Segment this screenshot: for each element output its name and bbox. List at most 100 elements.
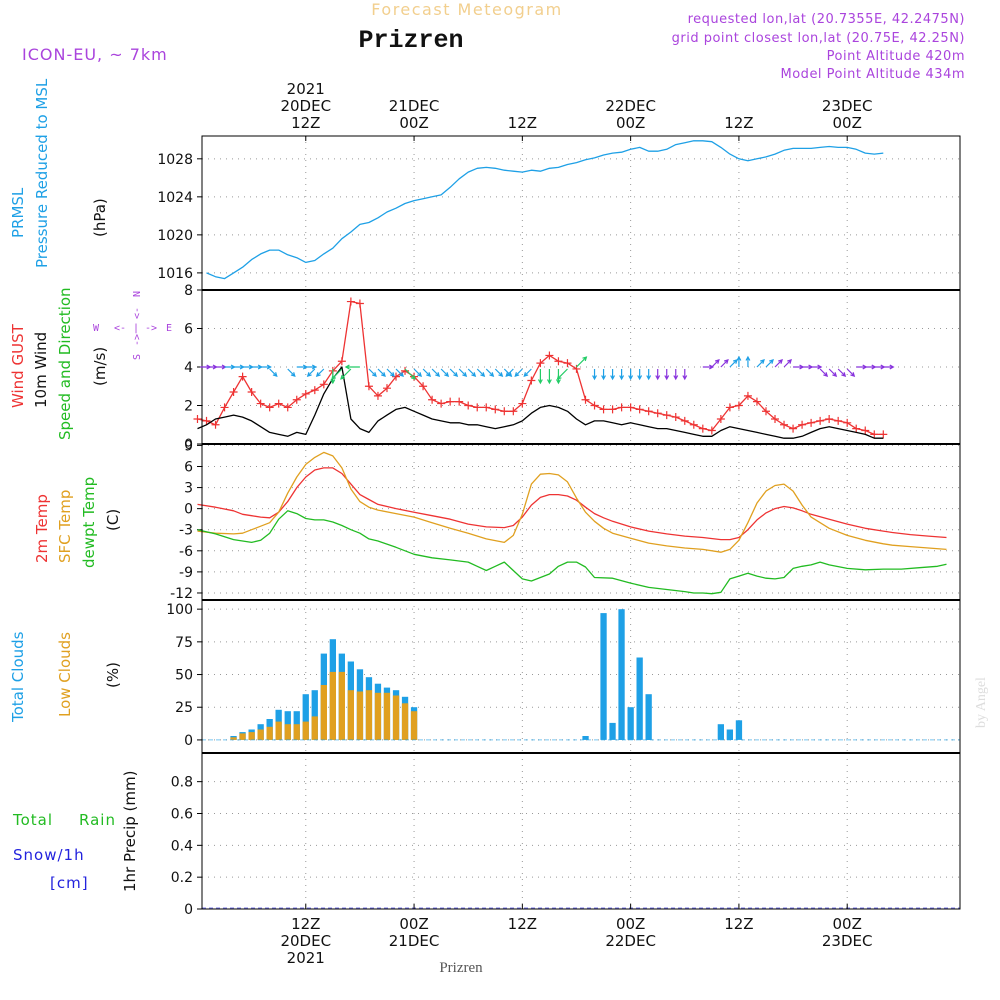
temp-panel: -12 -9 -6 -3 0 3 6 9 (170, 438, 961, 602)
wind-arrow-icon (251, 364, 263, 370)
series-line-2m-temp (197, 467, 947, 541)
clouds-label-unit: (%) (104, 662, 122, 688)
wind-arrow-icon (619, 369, 625, 381)
wind-arrow-icon (802, 364, 814, 370)
gust-marker (518, 399, 527, 408)
bar (383, 692, 391, 740)
wind-arrow-icon (368, 368, 377, 377)
top-time-label: 23DEC (822, 97, 873, 115)
super-title: Forecast Meteogram (371, 0, 562, 19)
wind-arrow-icon (260, 364, 272, 370)
wind-arrow-icon (422, 368, 432, 377)
bar (311, 716, 318, 740)
wind-arrow-icon (467, 368, 477, 377)
bar (717, 724, 724, 740)
compass-w-label: W (93, 323, 100, 334)
bar (257, 729, 264, 740)
gust-marker (834, 416, 843, 425)
panel-frame (201, 752, 961, 910)
bottom-time-label: 2021 (287, 949, 325, 967)
bar (239, 733, 246, 740)
wind-arrow-icon (215, 364, 227, 370)
compass-arrow-up-icon: <- (132, 307, 143, 319)
gust-marker (301, 389, 310, 398)
precip-label-rain: Rain (79, 811, 116, 829)
wind-label-10m: 10m Wind (32, 332, 50, 408)
pressure-label-prmsl: PRMSL (9, 187, 27, 238)
gust-marker (337, 357, 346, 366)
wind-arrow-icon (269, 368, 278, 377)
y-tick-label: 1020 (157, 228, 193, 244)
wind-arrow-icon (331, 368, 343, 380)
bar (293, 724, 300, 740)
bar (609, 722, 616, 740)
footer-location-label: Prizren (439, 960, 483, 976)
wind-arrow-icon (610, 369, 616, 381)
wind-arrow-icon (233, 364, 245, 370)
gust-marker (419, 382, 428, 391)
bottom-time-label: 00Z (833, 915, 862, 933)
temp-label-dewpt: dewpt Temp (80, 477, 98, 568)
y-tick-label: 4 (184, 360, 193, 376)
gust-marker (482, 403, 491, 412)
y-tick-label: 0 (184, 502, 193, 518)
top-time-label: 12Z (291, 114, 320, 132)
pressure-label-unit: (hPa) (91, 198, 109, 237)
gust-marker (671, 413, 680, 422)
compass-n-label: N (132, 291, 143, 297)
panel-labels: PRMSL Pressure Reduced to MSL (hPa) Wind… (9, 78, 172, 892)
wind-arrow-icon (637, 369, 643, 381)
bar (618, 609, 625, 740)
wind-arrow-icon (736, 355, 742, 367)
wind-label-speed-dir: Speed and Direction (56, 287, 74, 440)
gust-marker (752, 397, 761, 406)
wind-arrow-icon (449, 368, 459, 377)
gust-marker (473, 403, 482, 412)
gust-marker (771, 414, 780, 423)
wind-arrow-icon (846, 368, 856, 377)
y-tick-label: 6 (184, 459, 193, 475)
bar (329, 671, 336, 740)
compass-s-label: S (132, 354, 143, 360)
gust-marker (446, 397, 455, 406)
compass-center-icon: | (133, 323, 139, 334)
wind-arrow-icon (874, 364, 886, 370)
gust-marker (816, 416, 825, 425)
wind-arrow-icon (720, 359, 729, 368)
gust-marker (698, 424, 707, 433)
bar (302, 694, 309, 740)
gust-marker (626, 403, 635, 412)
gust-marker (581, 395, 590, 404)
top-time-label: 20DEC (280, 97, 331, 115)
pressure-label-name: Pressure Reduced to MSL (33, 78, 51, 268)
top-time-label: 22DEC (605, 97, 656, 115)
gust-marker (734, 401, 743, 410)
gust-marker (653, 409, 662, 418)
wind-arrow-icon (811, 364, 823, 370)
gust-marker (346, 297, 355, 306)
y-tick-label: 6 (184, 322, 193, 338)
series-line-10m-wind (197, 366, 884, 439)
gust-marker (545, 351, 554, 360)
gust-marker (437, 399, 446, 408)
gust-marker (355, 299, 364, 308)
y-tick-label: -9 (179, 565, 193, 581)
bar (248, 732, 255, 740)
gust-marker (256, 399, 265, 408)
gust-marker (662, 411, 671, 420)
wind-arrow-icon (224, 364, 236, 370)
wind-arrow-icon (664, 369, 670, 381)
temp-label-2m: 2m Temp (33, 494, 51, 563)
wind-direction-arrows (200, 355, 895, 385)
wind-arrow-icon (729, 359, 738, 368)
y-tick-label: 0.8 (171, 775, 193, 791)
wind-arrow-icon (287, 368, 296, 377)
bar (302, 721, 309, 740)
top-time-label: 00Z (833, 114, 862, 132)
wind-arrow-icon (601, 369, 607, 381)
wind-arrow-icon (340, 368, 352, 380)
y-tick-label: 0 (184, 902, 193, 918)
wind-arrow-icon (306, 368, 316, 377)
gust-marker (527, 376, 536, 385)
bar (374, 692, 382, 740)
